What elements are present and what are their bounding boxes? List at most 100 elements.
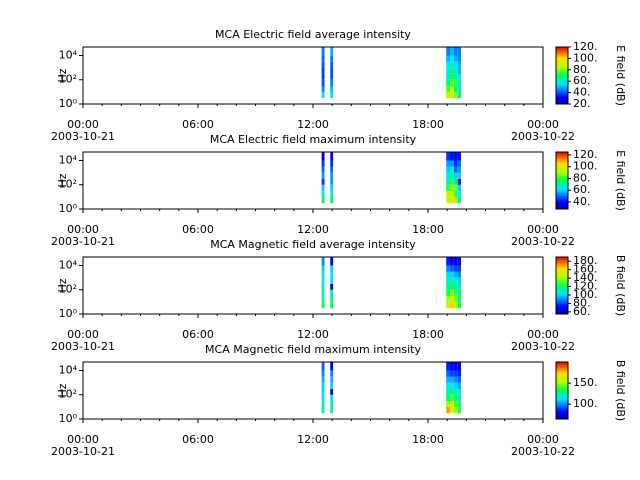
spectrogram-cell <box>457 271 461 278</box>
spectrogram-cell <box>453 388 458 395</box>
x-tick-label: 00:00 2003-10-21 <box>51 118 115 143</box>
x-tick-label: 00:00 2003-10-21 <box>51 223 115 248</box>
spectrogram-cell <box>330 382 334 389</box>
spectrogram-cell <box>457 289 461 297</box>
spectrogram-cell <box>446 394 451 402</box>
colorbar-segment <box>556 99 568 102</box>
spectrogram-cell <box>457 191 461 197</box>
colorbar-segment <box>556 94 568 96</box>
colorbar-segment <box>556 264 568 267</box>
spectrogram-cell <box>330 362 334 371</box>
colorbar-segment <box>556 383 568 386</box>
colorbar-segment <box>556 98 568 101</box>
x-tick-label: 06:00 <box>182 433 214 446</box>
spectrogram-cell <box>453 86 458 92</box>
colorbar-segment <box>556 206 568 209</box>
spectrogram-cell <box>446 401 451 407</box>
spectrogram-cell <box>321 61 325 68</box>
colorbar-segment <box>556 295 568 298</box>
colorbar-segment <box>556 190 568 193</box>
spectrogram-cell <box>446 152 451 161</box>
colorbar-segment <box>556 259 568 262</box>
spectrogram-cell <box>457 196 461 204</box>
spectrogram-cell <box>321 86 325 92</box>
colorbar-segment <box>556 49 568 52</box>
spectrogram-cell <box>321 172 325 179</box>
spectrogram-cell <box>453 382 458 389</box>
spectrogram-cell <box>457 178 461 185</box>
spectrogram-cell <box>450 406 454 414</box>
colorbar-segment <box>556 89 568 92</box>
spectrogram-cell <box>453 257 458 266</box>
spectrogram-cell <box>450 401 454 407</box>
y-tick-label: 10⁰ <box>59 307 78 320</box>
colorbar-tick-label: 100. <box>573 397 598 410</box>
y-axis-label: Hz <box>56 68 69 82</box>
x-tick-label: 12:00 <box>297 118 329 131</box>
colorbar-segment <box>556 173 568 176</box>
colorbar-segment <box>556 169 568 172</box>
colorbar-segment <box>556 377 568 380</box>
spectrogram-cell <box>330 67 334 74</box>
colorbar-segment <box>556 367 568 370</box>
colorbar-segment <box>556 52 568 55</box>
spectrogram-cell <box>450 289 454 297</box>
colorbar-segment <box>556 164 568 167</box>
colorbar-segment <box>556 200 568 203</box>
spectrogram-cell <box>446 86 451 92</box>
spectrogram-cell <box>446 265 451 272</box>
colorbar-segment <box>556 193 568 196</box>
spectrogram-cell <box>330 191 334 197</box>
spectrogram-cell <box>453 265 458 272</box>
colorbar-segment <box>556 265 568 268</box>
spectrogram-cell <box>321 184 325 192</box>
spectrogram-cell <box>321 73 325 80</box>
colorbar-segment <box>556 304 568 306</box>
spectrogram-cell <box>446 184 451 192</box>
colorbar-segment <box>556 161 568 164</box>
colorbar-segment <box>556 292 568 295</box>
colorbar-tick-label: 20. <box>573 97 591 110</box>
colorbar-segment <box>556 176 568 179</box>
spectrogram-cell <box>457 376 461 383</box>
colorbar-segment <box>556 271 568 274</box>
spectrogram-cell <box>457 86 461 92</box>
colorbar-segment <box>556 306 568 309</box>
colorbar-segment <box>556 284 568 286</box>
spectrogram-cell <box>321 265 325 272</box>
colorbar-segment <box>556 181 568 184</box>
spectrogram-cell <box>450 370 454 377</box>
spectrogram-cell <box>446 73 451 80</box>
spectrogram-cell <box>321 160 325 167</box>
spectrogram-cell <box>453 301 458 309</box>
colorbar-segment <box>556 186 568 189</box>
colorbar-segment <box>556 167 568 170</box>
spectrogram-cell <box>330 406 334 414</box>
spectrogram-cell <box>457 296 461 302</box>
colorbar-segment <box>556 281 568 284</box>
spectrogram-cell <box>453 283 458 290</box>
colorbar-segment <box>556 92 568 95</box>
spectrogram-cell <box>453 406 458 414</box>
spectrogram-cell <box>330 283 334 290</box>
spectrogram-cell <box>453 61 458 68</box>
spectrogram-cell <box>321 79 325 87</box>
colorbar-segment <box>556 384 568 387</box>
colorbar-segment <box>556 262 568 265</box>
colorbar-tick-label: 160. <box>573 263 598 276</box>
spectrogram-cell <box>453 79 458 87</box>
colorbar-segment <box>556 179 568 181</box>
spectrogram-cell <box>450 47 454 56</box>
y-tick-label: 10⁴ <box>59 48 78 61</box>
colorbar-tick-label: 40. <box>573 86 591 99</box>
spectrogram-cell <box>450 191 454 197</box>
spectrogram-cell <box>321 394 325 402</box>
colorbar-segment <box>556 197 568 200</box>
colorbar-segment <box>556 76 568 79</box>
y-axis-label: Hz <box>56 173 69 187</box>
spectrogram-cell <box>457 61 461 68</box>
colorbar-segment <box>556 288 568 291</box>
spectrogram-cell <box>330 172 334 179</box>
spectrogram-cell <box>450 86 454 92</box>
colorbar-segment <box>556 276 568 279</box>
